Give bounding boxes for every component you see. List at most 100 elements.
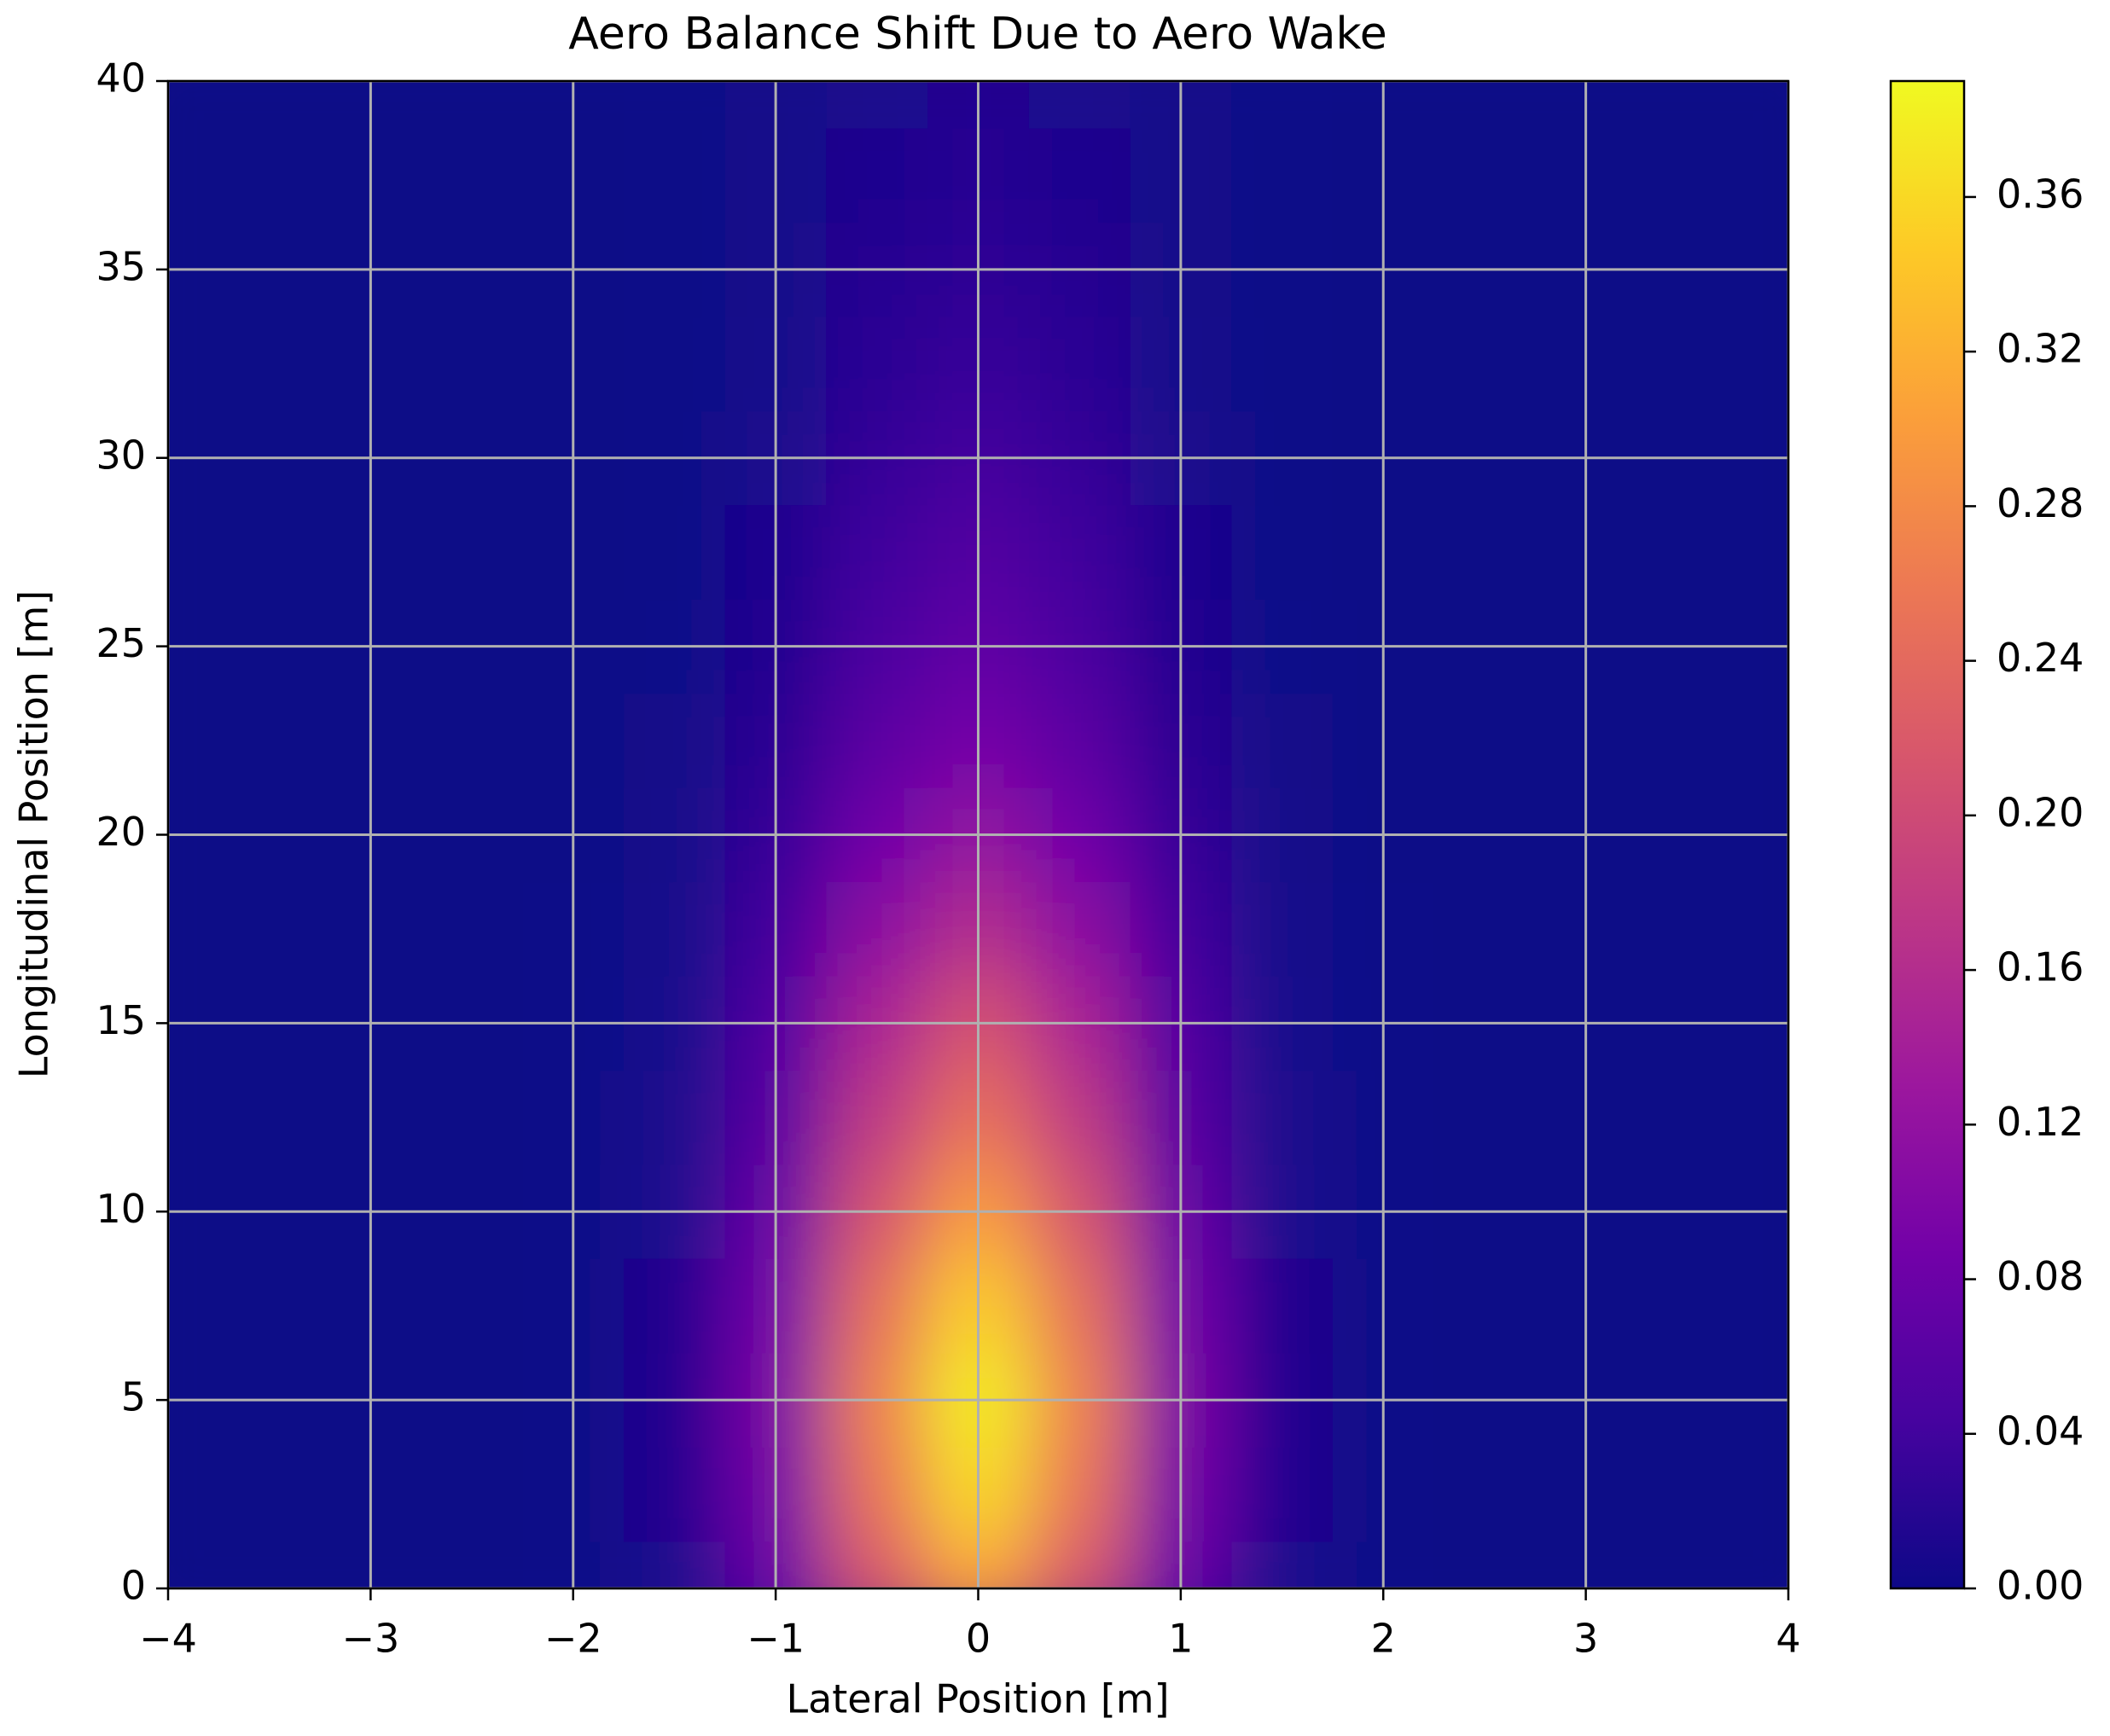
heat-cell xyxy=(1028,881,1131,977)
heat-cell xyxy=(1737,1541,1788,1588)
heat-cell xyxy=(168,1070,219,1165)
x-tick-label: −3 xyxy=(341,1616,399,1662)
heat-cell xyxy=(826,881,928,977)
heat-cell xyxy=(624,128,726,224)
heat-cell xyxy=(624,316,726,412)
heat-cell xyxy=(1028,81,1131,129)
heat-cell xyxy=(1028,1258,1131,1354)
heat-cell xyxy=(168,1258,219,1354)
heat-cell xyxy=(1737,1447,1788,1542)
y-tick-label: 25 xyxy=(96,620,146,666)
heat-cell xyxy=(1636,1258,1739,1354)
x-tick-label: 0 xyxy=(966,1616,991,1662)
heat-cell xyxy=(1433,1541,1536,1588)
y-tick-label: 40 xyxy=(96,55,146,102)
heat-cell xyxy=(624,81,726,129)
heat-cell xyxy=(218,316,321,412)
heat-cell xyxy=(421,1541,523,1588)
heat-cell xyxy=(1433,881,1536,977)
heat-cell xyxy=(421,504,523,600)
heat-cell xyxy=(168,504,219,600)
heat-cell xyxy=(168,81,219,129)
colorbar-tick-label: 0.00 xyxy=(1997,1563,2084,1609)
heat-cell xyxy=(1433,693,1536,788)
y-tick-label: 0 xyxy=(121,1563,146,1609)
heat-cell xyxy=(624,1541,726,1588)
heat-cell xyxy=(1433,1070,1536,1165)
x-tick-label: 1 xyxy=(1168,1616,1193,1662)
heat-cell xyxy=(826,693,928,788)
heat-cell xyxy=(1636,693,1739,788)
heat-cell xyxy=(421,316,523,412)
heat-cell xyxy=(1636,81,1739,129)
heat-cell xyxy=(826,504,928,600)
x-axis-label: Lateral Position [m] xyxy=(786,1676,1169,1722)
colorbar-tick-label: 0.36 xyxy=(1997,171,2084,217)
heat-cell xyxy=(1636,1541,1739,1588)
heat-cell xyxy=(1737,128,1788,224)
x-tick-label: 3 xyxy=(1573,1616,1598,1662)
heat-cell xyxy=(1231,1258,1334,1354)
heat-cell xyxy=(1636,128,1739,224)
heat-cell xyxy=(624,1447,726,1542)
heat-cell xyxy=(218,128,321,224)
x-tick-label: −1 xyxy=(747,1616,805,1662)
heat-cell xyxy=(624,693,726,788)
colorbar-tick-label: 0.16 xyxy=(1997,944,2084,990)
colorbar xyxy=(1889,79,1966,1590)
heat-cell xyxy=(1231,1070,1334,1165)
heat-cell xyxy=(1231,316,1334,412)
heat-cell xyxy=(1231,128,1334,224)
heat-cell xyxy=(826,1070,928,1165)
colorbar-tick-label: 0.32 xyxy=(1997,326,2084,372)
heat-cell xyxy=(1028,1541,1131,1588)
heat-cell xyxy=(1433,1447,1536,1542)
heat-cell xyxy=(1737,316,1788,412)
heat-cell xyxy=(218,81,321,129)
y-tick-label: 35 xyxy=(96,243,146,289)
heat-cell xyxy=(1231,81,1334,129)
y-tick-label: 5 xyxy=(121,1374,146,1420)
colorbar-tick-label: 0.20 xyxy=(1997,789,2084,835)
heat-cell xyxy=(1433,316,1536,412)
heat-cell xyxy=(826,1447,928,1542)
heat-cell xyxy=(218,1541,321,1588)
x-tick-label: 2 xyxy=(1371,1616,1396,1662)
heat-cell xyxy=(1636,504,1739,600)
heat-cell xyxy=(218,881,321,977)
heat-cell xyxy=(1231,1541,1334,1588)
heat-cell xyxy=(624,1070,726,1165)
heat-cell xyxy=(421,693,523,788)
heat-cell xyxy=(1231,693,1334,788)
heat-cell xyxy=(168,881,219,977)
heat-cell xyxy=(1737,693,1788,788)
heat-cell xyxy=(826,316,928,412)
x-tick-label: −4 xyxy=(139,1616,197,1662)
heat-cell xyxy=(1433,81,1536,129)
heat-cell xyxy=(1028,128,1131,224)
heat-cell xyxy=(826,81,928,129)
y-tick-label: 20 xyxy=(96,809,146,855)
colorbar-tick-label: 0.08 xyxy=(1997,1253,2084,1299)
heat-cell xyxy=(1231,1447,1334,1542)
heat-cell xyxy=(1433,1258,1536,1354)
colorbar-tick-label: 0.04 xyxy=(1997,1408,2084,1454)
heat-cell xyxy=(1636,316,1739,412)
x-tick-label: 4 xyxy=(1776,1616,1800,1662)
heat-cell xyxy=(1028,1447,1131,1542)
heat-cell xyxy=(1433,504,1536,600)
x-tick-label: −2 xyxy=(544,1616,602,1662)
heat-cell xyxy=(168,1541,219,1588)
heat-cell xyxy=(168,693,219,788)
heat-cell xyxy=(421,128,523,224)
heat-cell xyxy=(1737,1258,1788,1354)
heat-cell xyxy=(1636,1070,1739,1165)
chart-title: Aero Balance Shift Due to Aero Wake xyxy=(568,9,1387,60)
heat-cell xyxy=(1737,881,1788,977)
heat-cell xyxy=(1737,504,1788,600)
heat-cell xyxy=(168,316,219,412)
heat-cell xyxy=(624,1258,726,1354)
heat-cell xyxy=(421,1258,523,1354)
heat-cell xyxy=(826,1258,928,1354)
